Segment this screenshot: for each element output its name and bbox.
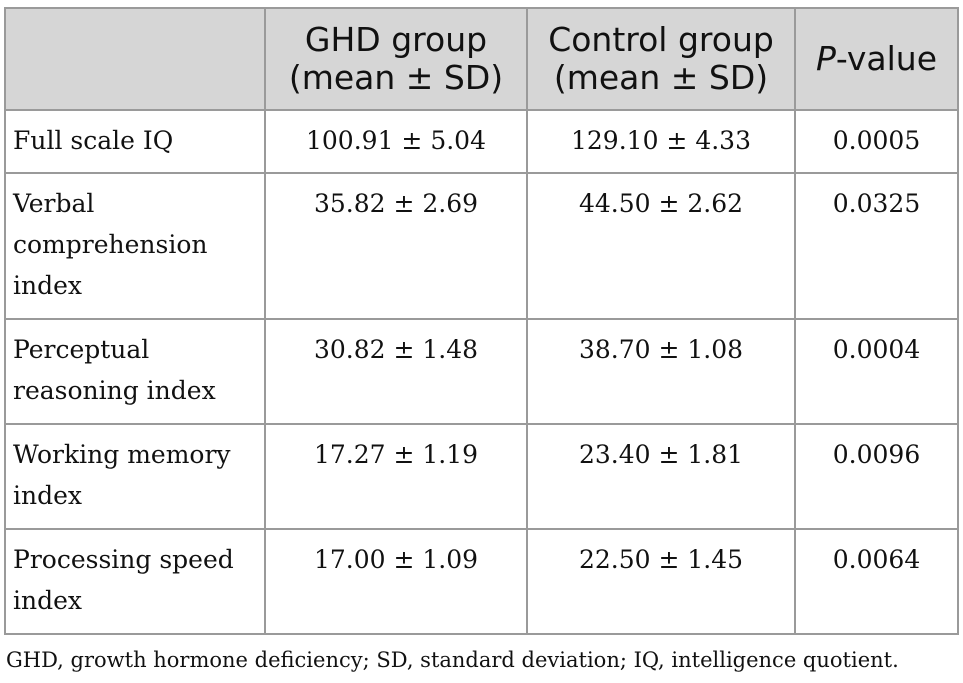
header-control-group: Control group (mean ± SD) xyxy=(526,7,796,111)
control-value: 129.10 ± 4.33 xyxy=(526,109,796,174)
header-row: GHD group (mean ± SD) Control group (mea… xyxy=(4,7,959,111)
header-p-letter: P xyxy=(815,39,836,78)
header-ghd-title: GHD group xyxy=(304,20,488,59)
header-control-subtitle: (mean ± SD) xyxy=(553,58,769,97)
ghd-value: 35.82 ± 2.69 xyxy=(264,172,528,320)
table-row: Perceptual reasoning index 30.82 ± 1.48 … xyxy=(4,318,959,425)
header-p-suffix: -value xyxy=(835,39,938,78)
row-label: Verbal comprehension index xyxy=(4,172,266,320)
table-row: Processing speed index 17.00 ± 1.09 22.5… xyxy=(4,528,959,635)
p-value: 0.0096 xyxy=(794,423,959,530)
control-value: 23.40 ± 1.81 xyxy=(526,423,796,530)
table-row: Working memory index 17.27 ± 1.19 23.40 … xyxy=(4,423,959,530)
ghd-value: 17.00 ± 1.09 xyxy=(264,528,528,635)
control-value: 22.50 ± 1.45 xyxy=(526,528,796,635)
ghd-value: 30.82 ± 1.48 xyxy=(264,318,528,425)
p-value: 0.0005 xyxy=(794,109,959,174)
table-footnote: GHD, growth hormone deficiency; SD, stan… xyxy=(6,648,899,672)
iq-comparison-table: GHD group (mean ± SD) Control group (mea… xyxy=(4,7,959,635)
ghd-value: 100.91 ± 5.04 xyxy=(264,109,528,174)
header-ghd-subtitle: (mean ± SD) xyxy=(288,58,504,97)
row-label: Perceptual reasoning index xyxy=(4,318,266,425)
row-label: Full scale IQ xyxy=(4,109,266,174)
control-value: 44.50 ± 2.62 xyxy=(526,172,796,320)
table-row: Full scale IQ 100.91 ± 5.04 129.10 ± 4.3… xyxy=(4,109,959,174)
p-value: 0.0325 xyxy=(794,172,959,320)
header-p-value: P-value xyxy=(794,7,959,111)
header-ghd-group: GHD group (mean ± SD) xyxy=(264,7,528,111)
ghd-value: 17.27 ± 1.19 xyxy=(264,423,528,530)
table-container: GHD group (mean ± SD) Control group (mea… xyxy=(4,7,959,635)
table-row: Verbal comprehension index 35.82 ± 2.69 … xyxy=(4,172,959,320)
p-value: 0.0004 xyxy=(794,318,959,425)
header-label-cell xyxy=(4,7,266,111)
control-value: 38.70 ± 1.08 xyxy=(526,318,796,425)
header-control-title: Control group xyxy=(548,20,774,59)
row-label: Working memory index xyxy=(4,423,266,530)
row-label: Processing speed index xyxy=(4,528,266,635)
p-value: 0.0064 xyxy=(794,528,959,635)
